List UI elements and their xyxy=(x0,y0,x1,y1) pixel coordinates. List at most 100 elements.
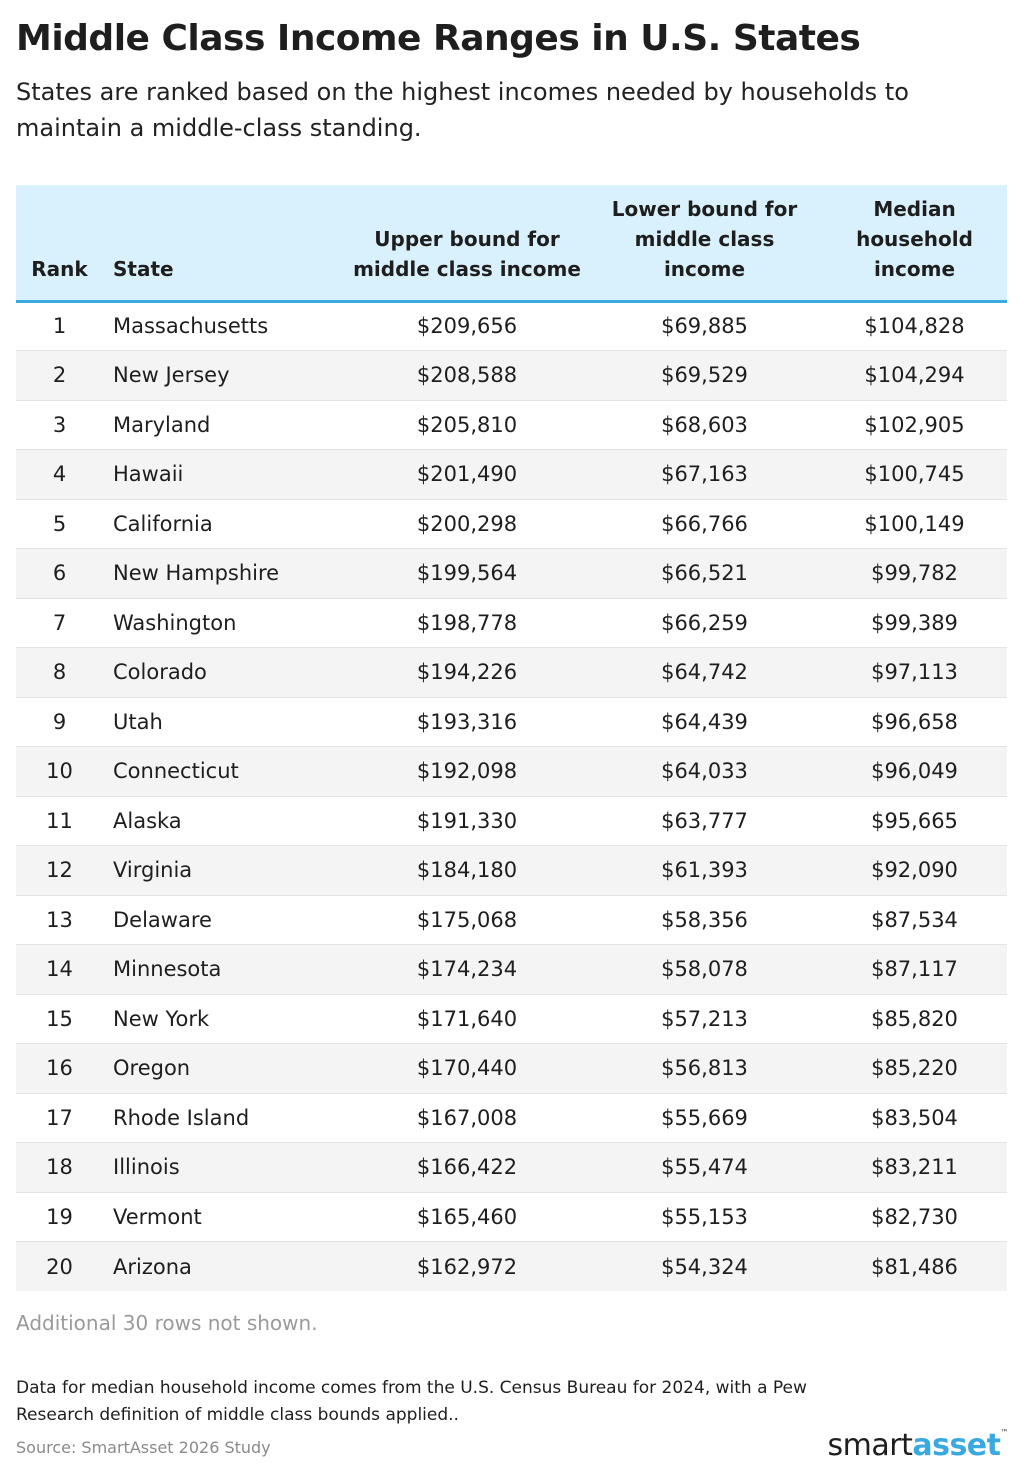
upper-bound-cell: $205,810 xyxy=(347,400,587,450)
rank-cell: 12 xyxy=(16,845,103,896)
upper-bound-cell: $162,972 xyxy=(416,1254,518,1279)
rank-cell: 18 xyxy=(16,1142,103,1193)
table-row: 13 Delaware $175,068 $58,356 $87,534 xyxy=(16,895,1007,945)
median-income-cell: $96,049 xyxy=(822,746,1007,797)
upper-bound-cell: $175,068 xyxy=(347,895,587,945)
column-header-rank: Rank xyxy=(16,185,103,303)
state-cell: Connecticut xyxy=(103,746,347,797)
state-cell: Alaska xyxy=(103,796,347,846)
median-income-cell: $87,534 xyxy=(822,895,1007,945)
state-cell: Delaware xyxy=(103,895,347,945)
table-row: 11 Alaska $191,330 $63,777 $95,665 xyxy=(16,796,1007,846)
table-row: 18 Illinois $166,422 $55,474 $83,211 xyxy=(16,1142,1007,1193)
rank-cell: 19 xyxy=(16,1192,103,1242)
table-row: 3 Maryland $205,810 $68,603 $102,905 xyxy=(16,400,1007,450)
upper-bound-cell: $184,180 xyxy=(347,845,587,896)
lower-bound-cell: $56,813 xyxy=(587,1043,822,1094)
rank-cell: 8 xyxy=(16,647,103,698)
column-header-state: State xyxy=(103,185,347,303)
smartasset-logo: smartasset™ xyxy=(828,1428,1009,1463)
table-row: 19 Vermont $165,460 $55,153 $82,730 xyxy=(16,1192,1007,1242)
logo-trademark: ™ xyxy=(1000,1428,1009,1437)
rank-cell: 1 xyxy=(16,301,103,351)
state-cell: Vermont xyxy=(103,1192,347,1242)
rank-cell: 7 xyxy=(16,598,103,648)
logo-smart-text: smart xyxy=(827,1428,913,1463)
header-row: Rank State Upper bound for middle class … xyxy=(16,185,1007,303)
table-row: 7 Washington $198,778 $66,259 $99,389 xyxy=(16,598,1007,648)
table-row: 14 Minnesota $174,234 $58,078 $87,117 xyxy=(16,944,1007,995)
state-cell: Washington xyxy=(103,598,347,648)
median-income-cell: $83,211 xyxy=(822,1142,1007,1193)
rank-cell: 20 xyxy=(46,1254,73,1279)
rank-cell: 10 xyxy=(16,746,103,797)
rank-cell: 14 xyxy=(16,944,103,995)
column-header-lower-bound: Lower bound for middle class income xyxy=(587,185,822,303)
table-row: 9 Utah $193,316 $64,439 $96,658 xyxy=(16,697,1007,747)
lower-bound-cell: $63,777 xyxy=(587,796,822,846)
rank-cell: 3 xyxy=(16,400,103,450)
median-income-cell: $104,294 xyxy=(822,350,1007,401)
upper-bound-cell: $193,316 xyxy=(347,697,587,747)
state-cell: Hawaii xyxy=(103,449,347,500)
state-cell: California xyxy=(103,499,347,549)
chart-title: Middle Class Income Ranges in U.S. State… xyxy=(16,18,861,59)
table-row: 20 Arizona $162,972 $54,324 $81,486 xyxy=(16,1241,1007,1291)
lower-bound-cell: $55,669 xyxy=(587,1093,822,1143)
lower-bound-cell: $55,474 xyxy=(587,1142,822,1193)
table-row: 2 New Jersey $208,588 $69,529 $104,294 xyxy=(16,350,1007,401)
upper-bound-cell: $199,564 xyxy=(347,548,587,599)
table-body: 1 Massachusetts $209,656 $69,885 $104,828 2 Ne… xyxy=(16,301,1007,1291)
median-income-cell: $85,220 xyxy=(822,1043,1007,1094)
rank-cell: 5 xyxy=(16,499,103,549)
upper-bound-cell: $209,656 xyxy=(347,301,587,351)
upper-bound-cell: $198,778 xyxy=(347,598,587,648)
median-income-cell: $102,905 xyxy=(822,400,1007,450)
median-income-cell: $99,389 xyxy=(822,598,1007,648)
column-header-median-income: Median household income xyxy=(822,185,1007,303)
rank-cell: 17 xyxy=(16,1093,103,1143)
state-cell: Colorado xyxy=(103,647,347,698)
rank-cell: 4 xyxy=(16,449,103,500)
chart-subtitle: States are ranked based on the highest i… xyxy=(16,78,909,142)
lower-bound-cell: $64,439 xyxy=(587,697,822,747)
median-income-cell: $99,782 xyxy=(822,548,1007,599)
median-income-cell: $81,486 xyxy=(871,1254,958,1279)
table-header: Rank State Upper bound for middle class … xyxy=(16,185,1007,303)
lower-bound-cell: $54,324 xyxy=(661,1254,748,1279)
table-row: 16 Oregon $170,440 $56,813 $85,220 xyxy=(16,1043,1007,1094)
rank-cell: 16 xyxy=(16,1043,103,1094)
table-row: 6 New Hampshire $199,564 $66,521 $99,782 xyxy=(16,548,1007,599)
median-income-cell: $100,745 xyxy=(822,449,1007,500)
state-cell: Arizona xyxy=(113,1254,192,1279)
upper-bound-cell: $191,330 xyxy=(347,796,587,846)
upper-bound-cell: $201,490 xyxy=(347,449,587,500)
table-row: 5 California $200,298 $66,766 $100,149 xyxy=(16,499,1007,549)
lower-bound-cell: $66,521 xyxy=(587,548,822,599)
upper-bound-cell: $208,588 xyxy=(347,350,587,401)
table-row: 1 Massachusetts $209,656 $69,885 $104,828 xyxy=(16,301,1007,351)
data-footnote: Data for median household income comes f… xyxy=(16,1378,807,1425)
median-income-cell: $104,828 xyxy=(822,301,1007,351)
table-row: 15 New York $171,640 $57,213 $85,820 xyxy=(16,994,1007,1044)
lower-bound-cell: $69,529 xyxy=(587,350,822,401)
rank-cell: 9 xyxy=(16,697,103,747)
median-income-cell: $96,658 xyxy=(822,697,1007,747)
table-row: 17 Rhode Island $167,008 $55,669 $83,504 xyxy=(16,1093,1007,1143)
upper-bound-cell: $194,226 xyxy=(347,647,587,698)
median-income-cell: $100,149 xyxy=(822,499,1007,549)
table-row: 4 Hawaii $201,490 $67,163 $100,745 xyxy=(16,449,1007,500)
median-income-cell: $83,504 xyxy=(822,1093,1007,1143)
state-cell: Illinois xyxy=(103,1142,347,1193)
source-line: Source: SmartAsset 2026 Study xyxy=(16,1438,271,1457)
state-cell: New York xyxy=(103,994,347,1044)
table-row: 8 Colorado $194,226 $64,742 $97,113 xyxy=(16,647,1007,698)
logo-asset-text: asset xyxy=(912,1428,1001,1463)
rank-cell: 6 xyxy=(16,548,103,599)
lower-bound-cell: $66,766 xyxy=(587,499,822,549)
column-header-upper-bound: Upper bound for middle class income xyxy=(347,185,587,303)
rank-cell: 13 xyxy=(16,895,103,945)
rank-cell: 11 xyxy=(16,796,103,846)
lower-bound-cell: $68,603 xyxy=(587,400,822,450)
lower-bound-cell: $66,259 xyxy=(587,598,822,648)
